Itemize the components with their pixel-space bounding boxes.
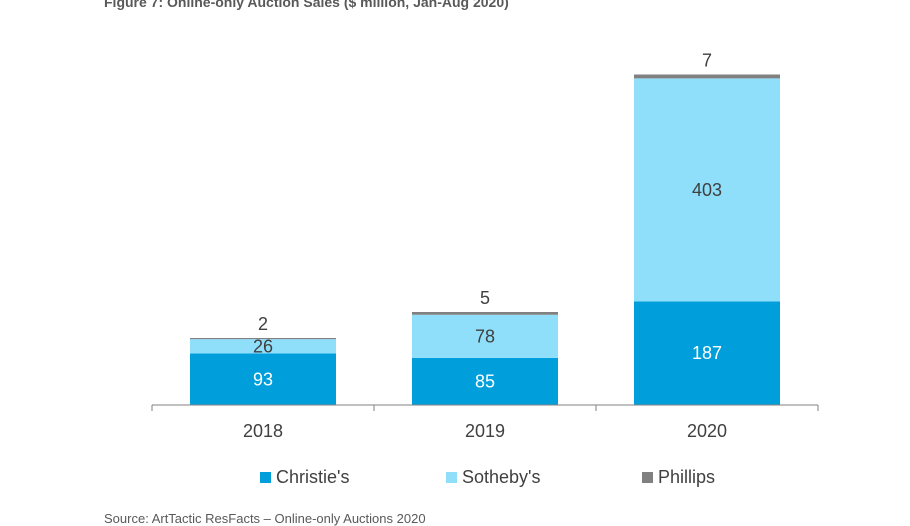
data-label-sothebys-2018: 26 — [253, 336, 273, 356]
legend-swatch — [260, 472, 271, 483]
bar-sothebys-2019 — [412, 314, 558, 358]
bar-sothebys-2018 — [190, 339, 336, 354]
data-label-phillips-2019: 5 — [480, 288, 490, 308]
bar-christies-2018 — [190, 353, 336, 405]
legend-item-christies: Christie's — [260, 467, 349, 488]
legend-label: Sotheby's — [462, 467, 541, 487]
x-tick-label-2019: 2019 — [465, 421, 505, 441]
x-tick-label-2018: 2018 — [243, 421, 283, 441]
stacked-bar-chart: 93 262 2018 85 78 5 2019 187 403 7 2020 — [151, 51, 819, 441]
bar-christies-2020 — [634, 301, 780, 405]
bar-christies-2019 — [412, 357, 558, 405]
data-label-phillips-2020: 7 — [702, 51, 712, 71]
legend-swatch — [642, 472, 653, 483]
x-tick-label-2020: 2020 — [687, 421, 727, 441]
legend-item-phillips: Phillips — [642, 467, 715, 488]
legend-swatch — [446, 472, 457, 483]
data-label-sothebys-2019: 78 — [475, 326, 495, 346]
chart-title: Figure 7: Online-only Auction Sales ($ m… — [104, 0, 509, 10]
source-note: Source: ArtTactic ResFacts – Online-only… — [104, 511, 426, 526]
data-label-sothebys-2020: 403 — [692, 180, 722, 200]
bar-phillips-2019 — [412, 311, 558, 315]
legend-item-sothebys: Sotheby's — [446, 467, 541, 488]
bar-sothebys-2020 — [634, 78, 780, 302]
bar-phillips-2018 — [190, 338, 336, 340]
data-label-christies-2019: 85 — [475, 371, 495, 391]
chart-legend: Christie's Sotheby's Phillips — [0, 467, 910, 491]
data-label-christies-2020: 187 — [692, 343, 722, 363]
bar-phillips-2020 — [634, 74, 780, 79]
data-label-christies-2018: 93 — [253, 369, 273, 389]
data-label-phillips-2018: 2 — [258, 314, 268, 334]
legend-label: Phillips — [658, 467, 716, 487]
legend-label: Christie's — [276, 467, 350, 487]
